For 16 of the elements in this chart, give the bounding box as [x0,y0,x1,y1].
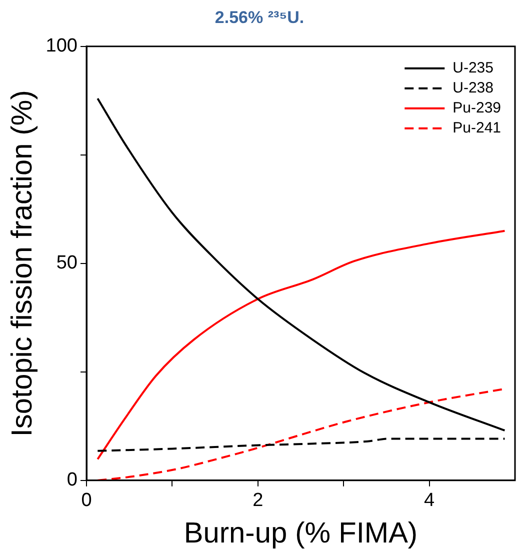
y-tick-label: 50 [56,252,78,274]
x-tick-label: 2 [252,490,264,512]
y-tick-label: 100 [46,36,78,57]
y-axis-title: Isotopic fission fraction (%) [6,90,38,437]
y-tick-label: 0 [66,470,78,491]
x-tick-label: 0 [81,490,92,512]
legend-label: U-235 [452,60,494,77]
x-tick-label: 4 [424,490,436,512]
line-series [96,97,506,432]
legend-label: Pu-239 [452,100,502,117]
line-series [96,230,506,460]
legend-label: U-238 [452,80,494,97]
x-axis-title: Burn-up (% FIMA) [184,518,418,550]
legend-label: Pu-241 [452,120,502,137]
line-series [96,438,506,452]
chart-title: 2.56% ²³⁵U. [214,8,304,27]
